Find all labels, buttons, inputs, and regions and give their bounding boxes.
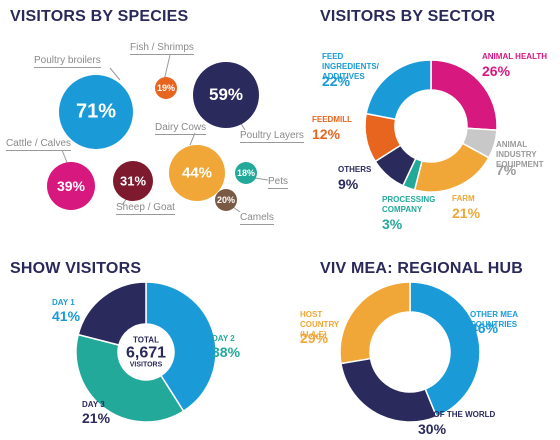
sector-label-others: OTHERS xyxy=(338,165,372,174)
sector-label-feedmill: FEEDMILL xyxy=(312,115,352,124)
species-label-poultry-layers: Poultry Layers xyxy=(240,130,304,143)
show-slice-day-3 xyxy=(77,281,147,346)
regional-value-rest: 30% xyxy=(418,421,447,437)
show-slice-day-2 xyxy=(75,333,185,423)
sector-slice-feed-ingredients-additives xyxy=(365,59,432,121)
sector-value-equipment: 7% xyxy=(496,162,517,178)
species-label-camels: Camels xyxy=(240,212,274,225)
species-label-pets: Pets xyxy=(268,176,289,189)
show-title: SHOW VISITORS xyxy=(10,260,142,277)
species-bubble-fish-shrimps xyxy=(155,77,177,99)
species-label-poultry-broilers: Poultry broilers xyxy=(34,55,101,68)
species-value-sheep-goat: 31% xyxy=(119,173,147,189)
show-label-day1: DAY 1 xyxy=(52,298,75,307)
sector-title: VISITORS BY SECTOR xyxy=(320,8,496,25)
regional-label-other-mea: OTHER MEA COUNTRIES xyxy=(470,310,518,329)
show-center-value: 6,671 xyxy=(125,344,167,362)
show-label-day2: DAY 2 xyxy=(212,334,235,343)
species-value-poultry-broilers: 71% xyxy=(75,100,117,123)
regional-label-rest: REST OF THE WORLD xyxy=(410,410,496,419)
show-center-label1: TOTAL xyxy=(133,335,159,345)
sector-label-processing: PROCESSING COMPANY xyxy=(382,195,436,214)
species-bubble-cattle-calves xyxy=(47,162,95,210)
species-label-sheep-goat: Sheep / Goat xyxy=(116,202,175,215)
show-value-day2: 38% xyxy=(212,344,241,360)
species-value-cattle-calves: 39% xyxy=(56,178,86,194)
sector-label-farm: FARM xyxy=(452,194,475,203)
sector-value-feed-ingredients: 22% xyxy=(322,73,351,89)
species-bubble-sheep-goat xyxy=(113,161,153,201)
sector-label-animal-health: ANIMAL HEALTH xyxy=(482,52,548,61)
species-bubble-pets xyxy=(235,162,257,184)
species-value-dairy-cows: 44% xyxy=(181,164,213,182)
species-label-cattle-calves: Cattle / Calves xyxy=(6,138,72,151)
species-bubble-poultry-broilers xyxy=(59,75,133,149)
show-value-day1: 41% xyxy=(52,308,81,324)
regional-title: VIV MEA: REGIONAL HUB xyxy=(320,260,524,277)
sector-value-others: 9% xyxy=(338,176,359,192)
regional-value-other-mea: 46% xyxy=(470,320,499,336)
regional-slice-host-country-u-a-e xyxy=(339,281,411,365)
regional-slice-rest-of-the-world xyxy=(340,357,438,423)
regional-value-host: 29% xyxy=(300,330,329,346)
species-label-dairy-cows: Dairy Cows xyxy=(155,122,207,135)
regional-slice-other-mea-countries xyxy=(409,281,481,418)
sector-value-animal-health: 26% xyxy=(482,63,511,79)
species-bubble-camels xyxy=(215,189,237,211)
species-value-pets: 18% xyxy=(236,168,256,178)
show-center-total: TOTAL 6,671 VISITORS xyxy=(126,336,166,369)
species-bubble-poultry-layers xyxy=(193,62,259,128)
regional-label-host: HOST COUNTRY (U.A.E) xyxy=(300,310,340,339)
species-label-fish-shrimps: Fish / Shrimps xyxy=(130,42,194,55)
sector-value-feedmill: 12% xyxy=(312,126,341,142)
sector-value-processing: 3% xyxy=(382,216,403,232)
sector-label-equipment: ANIMAL INDUSTRY EQUIPMENT xyxy=(496,140,544,169)
show-center-label2: VISITORS xyxy=(129,361,163,369)
species-title: VISITORS BY SPECIES xyxy=(10,8,189,25)
species-value-camels: 20% xyxy=(216,195,236,205)
species-value-poultry-layers: 59% xyxy=(208,85,244,104)
species-bubble-dairy-cows xyxy=(169,145,225,201)
show-label-day3: DAY 3 xyxy=(82,400,105,409)
sector-value-farm: 21% xyxy=(452,205,481,221)
species-value-fish-shrimps: 19% xyxy=(156,83,176,93)
sector-label-feed-ingredients: FEED INGREDIENTS/ ADDITIVES xyxy=(322,52,379,81)
show-value-day3: 21% xyxy=(82,410,111,426)
